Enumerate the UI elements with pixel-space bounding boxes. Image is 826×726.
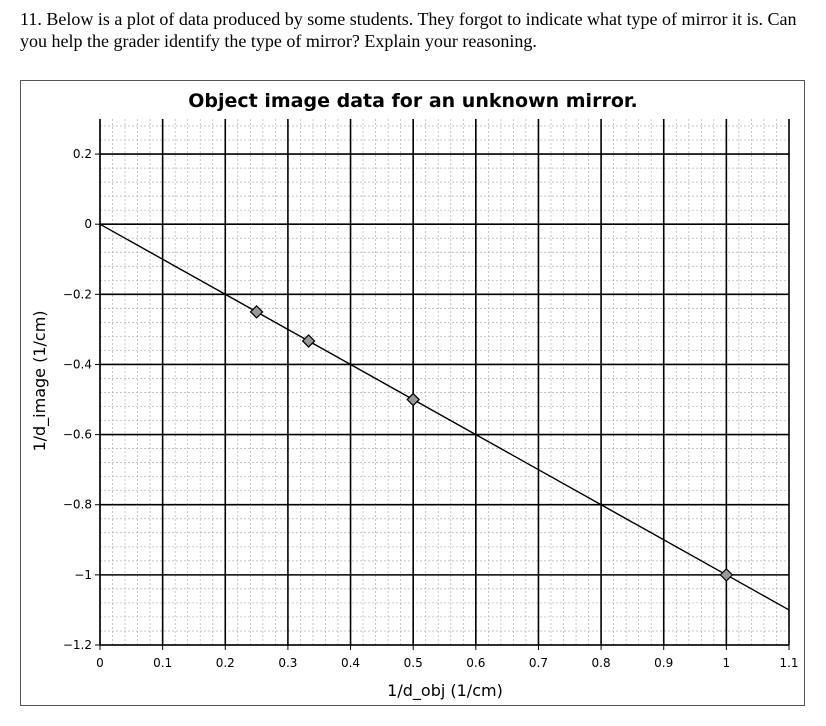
y-tick-label: −0.8 xyxy=(63,498,92,512)
y-tick-labels: 0.2 0 −0.2 −0.4 −0.6 −0.8 −1 −1.2 xyxy=(63,147,100,652)
x-tick-label: 1 xyxy=(723,656,731,670)
data-point-marker xyxy=(719,568,734,582)
plot-axes xyxy=(99,119,789,646)
y-tick-label: −0.4 xyxy=(63,357,92,371)
x-tick-label: 0.8 xyxy=(592,656,611,670)
x-tick-label: 0.5 xyxy=(404,656,423,670)
x-tick-label: 0 xyxy=(96,656,104,670)
y-tick-label: −0.6 xyxy=(63,428,92,442)
major-grid xyxy=(99,119,790,646)
fit-line xyxy=(99,223,790,611)
x-tick-label: 0.6 xyxy=(466,656,485,670)
chart-svg: Object image data for an unknown mirror.… xyxy=(30,90,799,701)
fit-line-group xyxy=(99,223,790,611)
y-tick-label: −1 xyxy=(74,568,92,582)
y-tick-label: 0.2 xyxy=(73,147,92,161)
question-text: 11. Below is a plot of data produced by … xyxy=(20,9,797,51)
chart-figure: Object image data for an unknown mirror.… xyxy=(20,80,805,706)
y-tick-label: −0.2 xyxy=(63,287,92,301)
y-axis-label: 1/d_image (1/cm) xyxy=(30,310,50,451)
data-point-marker xyxy=(301,334,316,348)
x-tick-label: 1.1 xyxy=(779,656,798,670)
x-tick-label: 0.1 xyxy=(153,656,172,670)
x-tick-labels: 0 0.1 0.2 0.3 0.4 0.5 0.6 0.7 0.8 0.9 1 1.1 xyxy=(96,645,799,670)
y-tick-label: −1.2 xyxy=(63,638,92,652)
data-point-marker xyxy=(249,305,264,319)
minor-grid xyxy=(100,119,789,645)
x-tick-label: 0.2 xyxy=(216,656,235,670)
x-tick-label: 0.4 xyxy=(341,656,360,670)
data-points xyxy=(249,305,734,582)
x-axis-label: 1/d_obj (1/cm) xyxy=(387,681,503,701)
data-point-marker xyxy=(406,392,421,407)
x-tick-label: 0.3 xyxy=(278,656,297,670)
y-tick-label: 0 xyxy=(84,217,92,231)
x-tick-label: 0.9 xyxy=(654,656,673,670)
x-tick-label: 0.7 xyxy=(529,656,548,670)
chart-title: Object image data for an unknown mirror. xyxy=(188,90,638,112)
